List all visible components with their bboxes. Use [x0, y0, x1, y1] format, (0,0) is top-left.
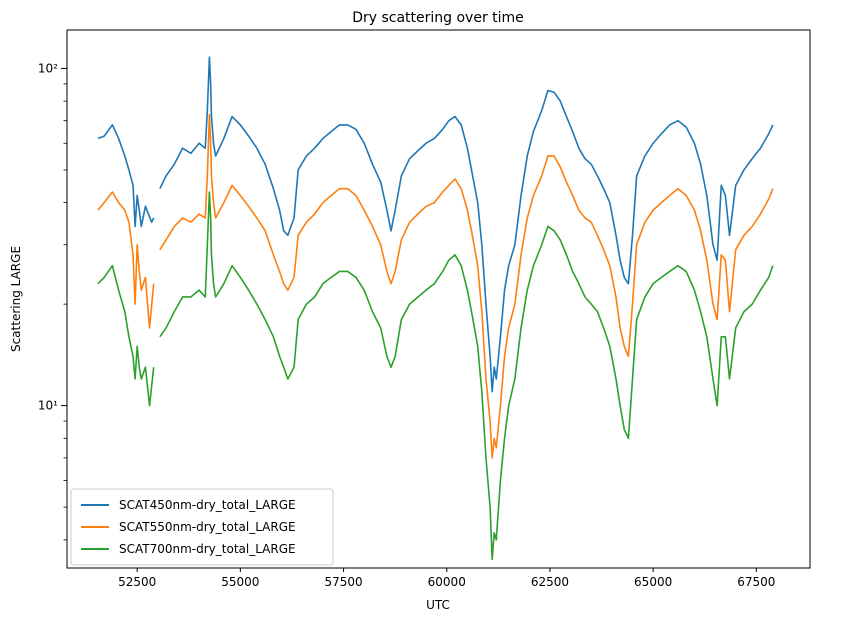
x-tick-label: 60000 [428, 575, 466, 589]
x-tick-label: 67500 [737, 575, 775, 589]
legend: SCAT450nm-dry_total_LARGE SCAT550nm-dry_t… [70, 488, 334, 566]
plot-area [97, 56, 774, 561]
plot-frame [66, 29, 811, 569]
legend-box [70, 488, 334, 566]
y-tick-label: 10¹ [38, 399, 58, 413]
x-axis-label: UTC [426, 598, 450, 612]
x-axis: 52500 55000 57500 60000 62500 65000 67500 [118, 568, 775, 589]
y-tick-label: 10² [38, 61, 58, 75]
x-tick-label: 62500 [531, 575, 569, 589]
chart-title: Dry scattering over time [352, 10, 524, 26]
series-line-1 [97, 56, 774, 393]
y-axis-label: Scattering LARGE [9, 246, 23, 352]
series-line-2 [97, 113, 774, 459]
legend-label-2: SCAT550nm-dry_total_LARGE [119, 520, 296, 534]
y-axis: 10¹ 10² [38, 61, 67, 541]
legend-label-3: SCAT700nm-dry_total_LARGE [119, 542, 296, 556]
x-tick-label: 57500 [324, 575, 362, 589]
x-tick-label: 55000 [221, 575, 259, 589]
legend-label-1: SCAT450nm-dry_total_LARGE [119, 498, 296, 512]
x-tick-label: 52500 [118, 575, 156, 589]
x-tick-label: 65000 [634, 575, 672, 589]
series-line-3 [97, 191, 774, 561]
